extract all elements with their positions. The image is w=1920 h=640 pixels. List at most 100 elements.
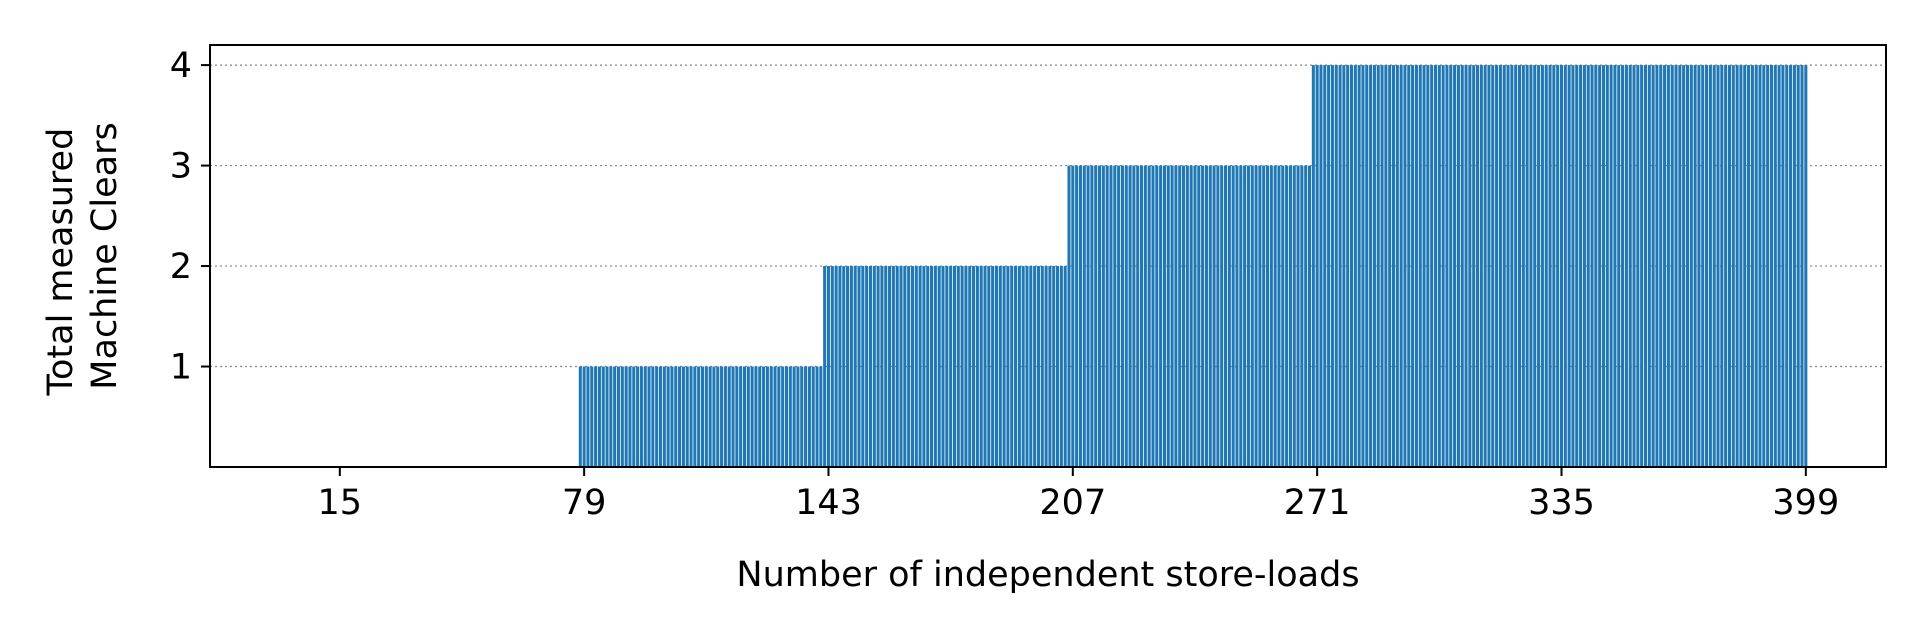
bar xyxy=(804,366,808,467)
bar xyxy=(594,366,598,467)
bar xyxy=(597,366,601,467)
bar xyxy=(956,266,960,467)
bar xyxy=(1132,165,1136,468)
bar xyxy=(1403,65,1407,467)
bar xyxy=(1330,65,1334,467)
bar xyxy=(1800,65,1804,467)
bar xyxy=(1502,65,1506,467)
bar xyxy=(1311,65,1315,467)
bar xyxy=(1117,165,1121,468)
bar xyxy=(1166,165,1170,468)
bar xyxy=(1285,165,1289,468)
bar xyxy=(1105,165,1109,468)
bar xyxy=(949,266,953,467)
bar xyxy=(1582,65,1586,467)
y-axis-label-line-1: Total measured xyxy=(41,128,81,397)
bar xyxy=(1617,65,1621,467)
bar xyxy=(739,366,743,467)
bar xyxy=(1754,65,1758,467)
bar xyxy=(1071,165,1075,468)
bar xyxy=(666,366,670,467)
bar xyxy=(952,266,956,467)
bar xyxy=(1059,266,1063,467)
x-axis-label: Number of independent store-loads xyxy=(736,555,1359,595)
bar xyxy=(1017,266,1021,467)
bar xyxy=(1239,165,1243,468)
bar xyxy=(1258,165,1262,468)
bar xyxy=(1033,266,1037,467)
bar xyxy=(1140,165,1144,468)
bar xyxy=(758,366,762,467)
x-tick-label: 15 xyxy=(318,483,363,523)
bar xyxy=(1491,65,1495,467)
bar xyxy=(1544,65,1548,467)
bar xyxy=(933,266,937,467)
bar xyxy=(1384,65,1388,467)
bar xyxy=(807,366,811,467)
bar xyxy=(1453,65,1457,467)
bar xyxy=(903,266,907,467)
bar xyxy=(1510,65,1514,467)
bar xyxy=(1262,165,1266,468)
bar xyxy=(998,266,1002,467)
bar xyxy=(1498,65,1502,467)
bar xyxy=(765,366,769,467)
bar xyxy=(972,266,976,467)
bar xyxy=(1357,65,1361,467)
bar xyxy=(1460,65,1464,467)
bar xyxy=(1109,165,1113,468)
bar xyxy=(704,366,708,467)
bar xyxy=(712,366,716,467)
bar xyxy=(616,366,621,467)
bar xyxy=(1361,65,1365,467)
bar xyxy=(693,366,697,467)
bar xyxy=(1804,65,1808,467)
bar xyxy=(1655,65,1659,467)
bar xyxy=(1437,65,1441,467)
bar xyxy=(1613,65,1617,467)
bar xyxy=(1789,65,1793,467)
bar xyxy=(815,366,819,467)
bar xyxy=(945,266,949,467)
bar xyxy=(1773,65,1777,467)
bar xyxy=(1548,65,1552,467)
bar xyxy=(1708,65,1712,467)
bar xyxy=(1628,65,1632,467)
bar xyxy=(823,266,827,467)
bar xyxy=(685,366,689,467)
bar xyxy=(1338,65,1342,467)
bar xyxy=(1369,65,1373,467)
bar xyxy=(1277,165,1281,468)
bar xyxy=(620,366,624,467)
bar xyxy=(1598,65,1602,467)
bar xyxy=(1391,65,1396,467)
bar xyxy=(784,366,789,467)
bar xyxy=(1567,65,1571,467)
bar xyxy=(1525,65,1529,467)
bar xyxy=(1697,65,1701,467)
bar xyxy=(678,366,682,467)
y-axis-label-line-2: Machine Clears xyxy=(85,122,125,389)
bar xyxy=(1204,165,1208,468)
bar xyxy=(1002,266,1006,467)
bar xyxy=(876,266,880,467)
bar xyxy=(895,266,899,467)
bar xyxy=(1701,65,1705,467)
bar xyxy=(1399,65,1403,467)
bar xyxy=(1388,65,1392,467)
bar xyxy=(605,366,609,467)
bar xyxy=(1693,65,1697,467)
bar xyxy=(1227,165,1231,468)
bar xyxy=(586,366,590,467)
bar xyxy=(1747,65,1751,467)
bar xyxy=(811,366,815,467)
bar xyxy=(1601,65,1606,467)
y-tick-label: 1 xyxy=(170,348,192,388)
bar xyxy=(651,366,655,467)
bar xyxy=(700,366,705,467)
bar xyxy=(1220,165,1224,468)
bar xyxy=(681,366,685,467)
bar xyxy=(590,366,594,467)
bar xyxy=(1235,165,1239,468)
bar xyxy=(1036,266,1040,467)
